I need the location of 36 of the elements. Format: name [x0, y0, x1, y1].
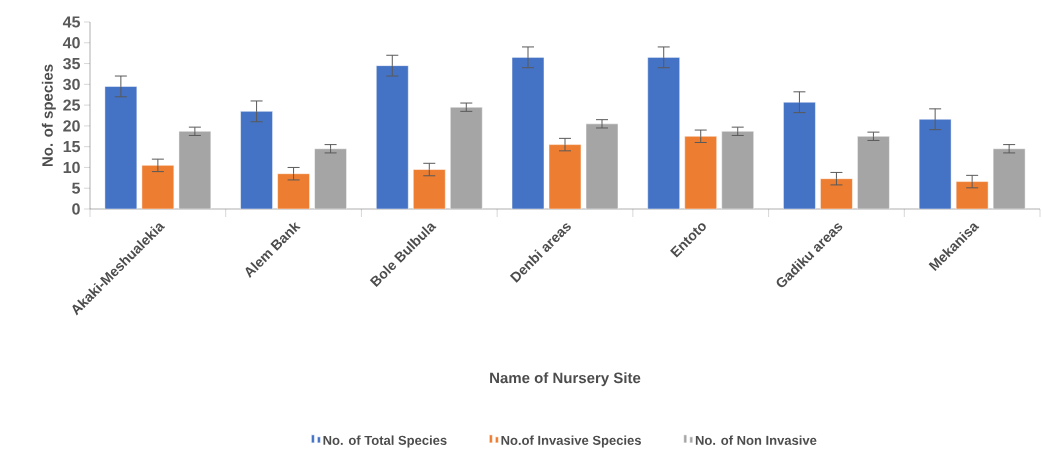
y-tick-label: 35: [63, 57, 81, 70]
legend-label: No. of Total Species: [323, 435, 447, 448]
bar: [992, 148, 1026, 209]
x-axis-title: Name of Nursery Site: [490, 372, 641, 387]
bar: [783, 101, 816, 209]
y-tick-label: 40: [62, 37, 80, 49]
y-axis-title: No. of species: [41, 64, 56, 167]
y-tick-label: 5: [72, 182, 81, 194]
bar: [585, 123, 619, 209]
bar: [450, 106, 483, 209]
y-tick-label: 10: [63, 161, 80, 174]
bar: [141, 165, 175, 209]
bar: [857, 136, 890, 209]
legend-label: No.of Invasive Species: [501, 435, 641, 448]
bar: [376, 65, 409, 209]
bar: [104, 86, 138, 209]
bar: [918, 118, 952, 209]
y-tick-label: 20: [63, 120, 80, 132]
bar: [277, 173, 310, 209]
bar: [684, 136, 717, 209]
y-tick-label: 25: [63, 99, 81, 111]
bar: [820, 178, 853, 209]
bar: [314, 148, 347, 209]
bar: [955, 181, 989, 209]
y-tick-label: 30: [63, 78, 80, 91]
y-tick-label: 0: [72, 203, 80, 215]
bar: [511, 57, 545, 209]
bar: [413, 169, 446, 209]
bar: [721, 131, 754, 209]
bar: [178, 131, 212, 209]
bar: [647, 57, 680, 209]
legend-label: No. of Non Invasive: [695, 435, 817, 445]
y-tick-label: 45: [62, 16, 81, 28]
bar: [548, 144, 582, 209]
bar: [240, 111, 273, 209]
y-tick-label: 15: [63, 141, 81, 153]
